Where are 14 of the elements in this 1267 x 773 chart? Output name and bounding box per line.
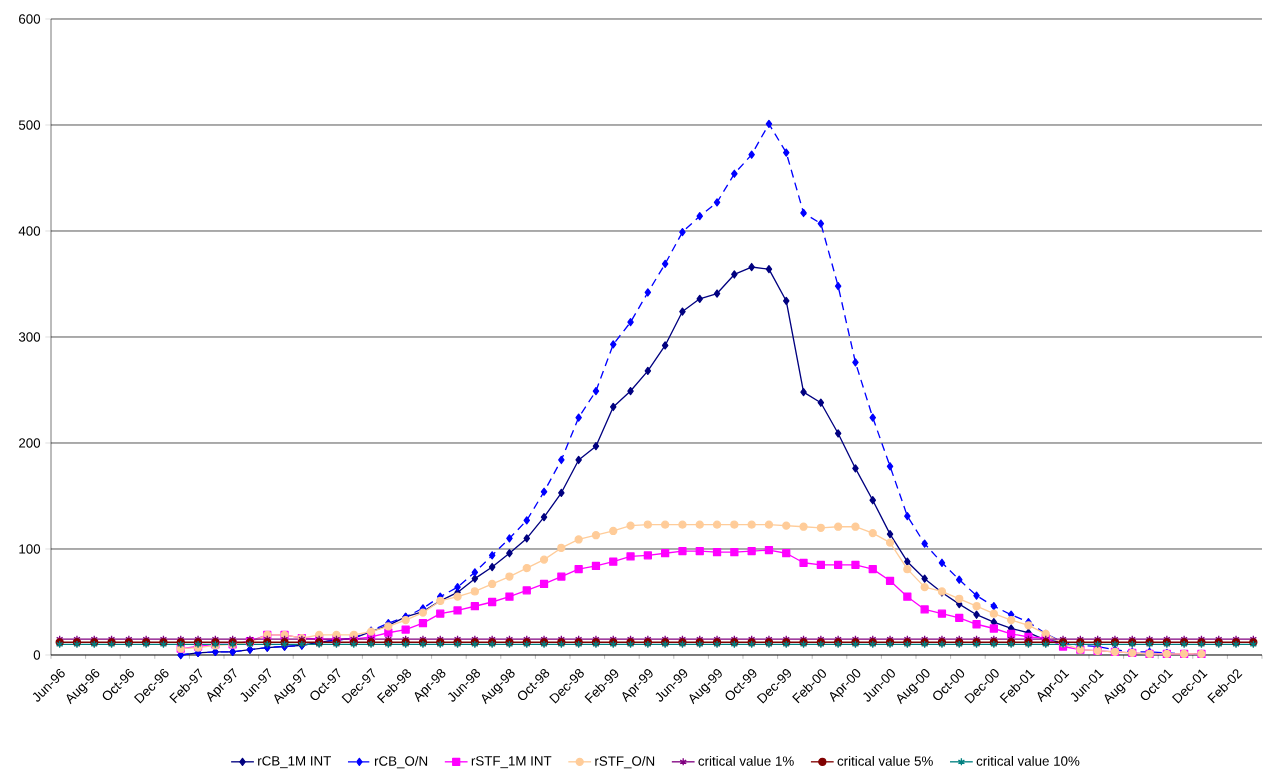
y-tick-label: 0 bbox=[33, 650, 41, 660]
legend-label: critical value 1% bbox=[698, 755, 794, 766]
legend-label: critical value 10% bbox=[976, 755, 1080, 766]
y-tick-label: 200 bbox=[19, 438, 41, 448]
y-tick-label: 500 bbox=[18, 120, 41, 130]
legend-label: critical value 5% bbox=[837, 755, 933, 766]
y-tick-label: 600 bbox=[19, 14, 41, 24]
legend-label: rSTF_O/N bbox=[595, 755, 655, 769]
y-tick-label: 100 bbox=[19, 544, 41, 554]
legend-label: rCB_O/N bbox=[374, 755, 428, 769]
legend-label: rSTF_1M INT bbox=[471, 756, 552, 769]
y-tick-label: 300 bbox=[18, 332, 41, 342]
legend-label: rCB_1M INT bbox=[258, 756, 331, 769]
y-tick-label: 400 bbox=[18, 226, 41, 236]
